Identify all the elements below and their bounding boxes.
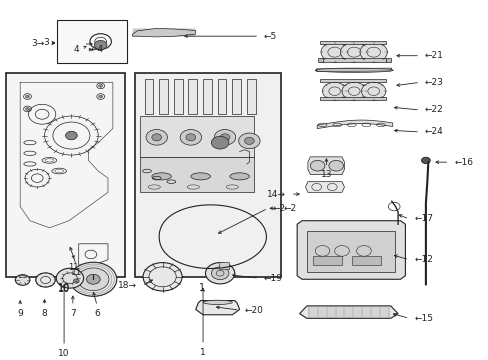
Circle shape xyxy=(220,134,229,141)
Polygon shape xyxy=(307,157,344,175)
Bar xyxy=(159,79,167,114)
Text: ←17: ←17 xyxy=(413,215,432,224)
Circle shape xyxy=(86,274,100,284)
Circle shape xyxy=(70,262,117,296)
Bar xyxy=(219,261,228,269)
Text: 11: 11 xyxy=(70,268,82,277)
Text: 18→: 18→ xyxy=(118,281,137,290)
Text: 4: 4 xyxy=(73,45,79,54)
Text: ←4: ←4 xyxy=(91,45,104,54)
Circle shape xyxy=(78,268,109,291)
Polygon shape xyxy=(385,58,390,62)
Text: ←16: ←16 xyxy=(453,158,472,167)
Circle shape xyxy=(94,40,107,50)
Circle shape xyxy=(328,161,343,171)
Circle shape xyxy=(36,273,55,287)
Circle shape xyxy=(321,42,347,62)
Text: ←12: ←12 xyxy=(413,255,432,264)
Circle shape xyxy=(361,82,385,100)
Ellipse shape xyxy=(229,173,249,180)
Text: ←2: ←2 xyxy=(283,204,296,213)
Circle shape xyxy=(359,42,386,62)
Text: 10: 10 xyxy=(58,283,70,293)
Text: 11: 11 xyxy=(67,263,78,272)
Text: 13: 13 xyxy=(320,170,331,179)
Text: ←22: ←22 xyxy=(424,105,443,114)
Text: ←24: ←24 xyxy=(424,127,443,136)
Bar xyxy=(351,256,380,265)
Text: 1: 1 xyxy=(199,283,205,293)
Bar xyxy=(232,79,241,114)
Text: 3: 3 xyxy=(43,38,49,47)
Circle shape xyxy=(25,95,29,98)
Bar xyxy=(188,79,197,114)
Bar xyxy=(217,79,226,114)
Ellipse shape xyxy=(190,173,210,180)
Circle shape xyxy=(310,161,325,171)
Circle shape xyxy=(211,267,228,280)
Circle shape xyxy=(322,82,346,100)
Text: ←5: ←5 xyxy=(264,32,277,41)
Ellipse shape xyxy=(203,300,232,305)
Circle shape xyxy=(341,82,366,100)
Bar xyxy=(140,157,254,192)
Text: 3→: 3→ xyxy=(31,39,44,48)
Circle shape xyxy=(143,262,182,291)
Bar xyxy=(320,79,385,82)
Circle shape xyxy=(244,137,254,144)
Circle shape xyxy=(180,130,201,145)
Text: ←20: ←20 xyxy=(244,306,263,315)
Bar xyxy=(57,20,127,63)
Circle shape xyxy=(421,157,429,163)
Circle shape xyxy=(99,95,102,98)
Circle shape xyxy=(25,108,29,111)
Polygon shape xyxy=(195,301,239,315)
Text: 10: 10 xyxy=(58,284,70,294)
Text: 8: 8 xyxy=(41,309,47,318)
Polygon shape xyxy=(316,68,391,72)
Circle shape xyxy=(15,275,30,285)
Polygon shape xyxy=(317,58,322,62)
Bar xyxy=(135,73,281,278)
Bar xyxy=(320,96,385,100)
Circle shape xyxy=(65,131,77,140)
Text: ←19: ←19 xyxy=(264,274,283,283)
Bar xyxy=(5,73,125,278)
Text: 9: 9 xyxy=(17,310,23,319)
Bar xyxy=(144,79,153,114)
Polygon shape xyxy=(305,182,344,192)
Circle shape xyxy=(152,134,161,141)
Circle shape xyxy=(340,42,367,62)
Circle shape xyxy=(146,130,167,145)
Circle shape xyxy=(56,268,83,288)
Bar xyxy=(173,79,182,114)
Bar xyxy=(312,256,341,265)
Text: 6: 6 xyxy=(94,309,100,318)
Bar xyxy=(320,58,385,62)
Polygon shape xyxy=(299,306,397,318)
Text: ←2: ←2 xyxy=(272,204,285,213)
Bar xyxy=(140,116,254,157)
Bar xyxy=(320,41,385,44)
Text: ←21: ←21 xyxy=(424,51,443,60)
Ellipse shape xyxy=(152,173,171,180)
Polygon shape xyxy=(297,221,405,279)
Text: ←15: ←15 xyxy=(413,314,432,323)
Bar xyxy=(306,231,394,272)
Text: 7: 7 xyxy=(70,309,76,318)
Circle shape xyxy=(99,85,102,87)
Circle shape xyxy=(185,134,195,141)
Circle shape xyxy=(214,130,235,145)
Bar xyxy=(246,79,255,114)
Bar xyxy=(203,79,211,114)
Text: ←23: ←23 xyxy=(424,78,443,87)
Text: 1: 1 xyxy=(200,348,205,357)
Circle shape xyxy=(238,133,260,149)
Polygon shape xyxy=(19,275,26,277)
Circle shape xyxy=(73,279,79,283)
Circle shape xyxy=(211,136,228,149)
Circle shape xyxy=(205,262,234,284)
Text: 10: 10 xyxy=(58,349,70,358)
Text: 14→: 14→ xyxy=(266,190,285,199)
